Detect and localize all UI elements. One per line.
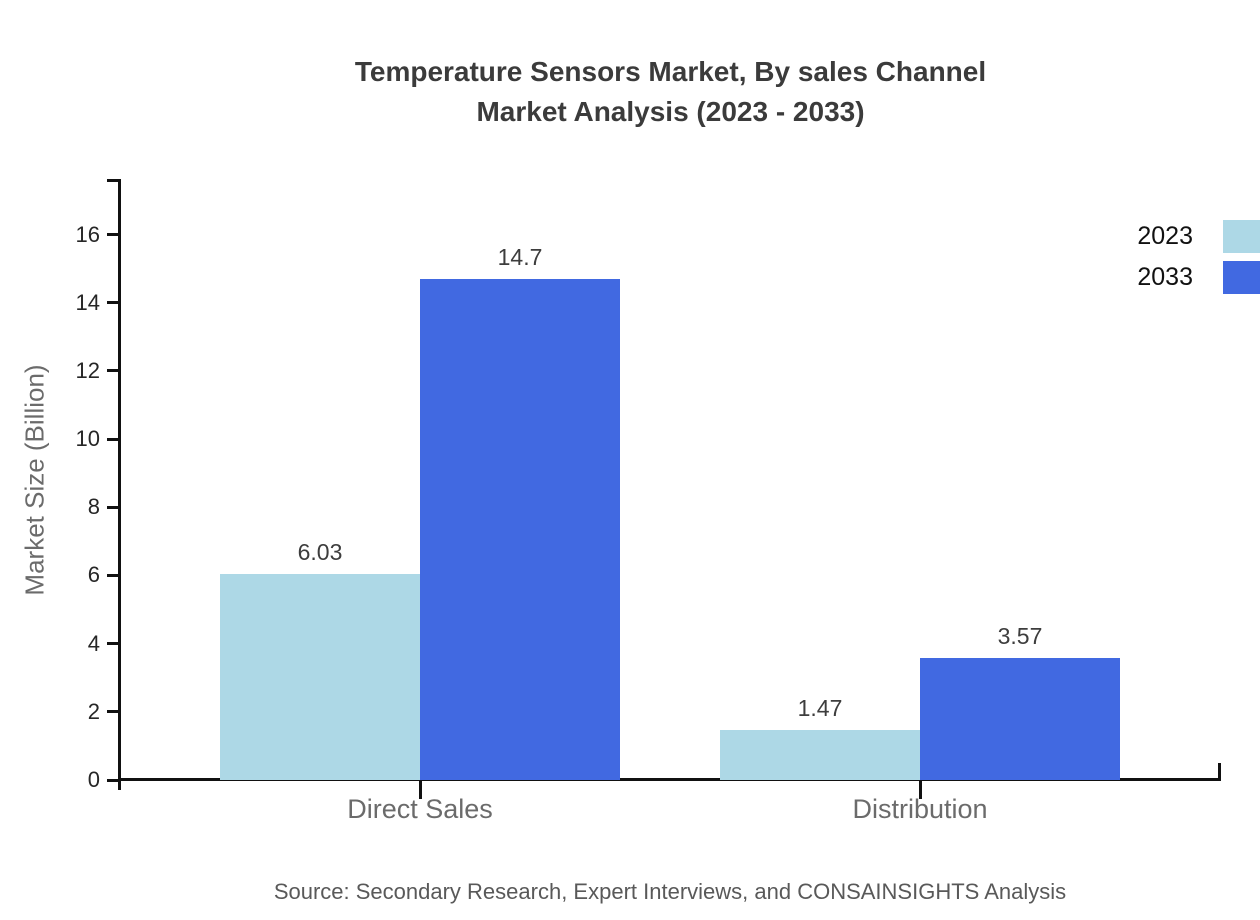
y-tick-label: 2: [87, 698, 100, 724]
y-axis-line: [118, 180, 121, 790]
y-tick-label: 12: [75, 357, 100, 383]
bar-value-label: 14.7: [497, 243, 543, 270]
bar-2023-direct-sales: [220, 574, 420, 780]
y-tick-mark: [107, 573, 121, 577]
chart-title-line2: Market Analysis (2023 - 2033): [476, 96, 865, 127]
source-text: Source: Secondary Research, Expert Inter…: [273, 879, 1067, 904]
y-tick-label: 6: [87, 562, 100, 588]
y-axis-end-tick: [107, 179, 121, 182]
bar-2023-distribution: [720, 729, 920, 780]
legend: 2023 2033: [1137, 220, 1260, 294]
legend-label-2023: 2023: [1137, 222, 1193, 250]
legend-swatch-2023: [1223, 220, 1260, 253]
legend-swatch-2033: [1223, 261, 1260, 294]
x-tick-mark: [918, 781, 922, 799]
legend-item-2023: 2023: [1137, 220, 1260, 253]
category-label-distribution: Distribution: [852, 794, 988, 824]
category-label-direct-sales: Direct Sales: [347, 794, 493, 824]
x-axis-line: [118, 778, 1221, 781]
y-tick-label: 4: [87, 630, 100, 656]
y-tick-label: 14: [75, 289, 100, 315]
bar-2033-distribution: [920, 658, 1120, 780]
y-tick-mark: [107, 505, 121, 509]
bar-2033-direct-sales: [420, 278, 620, 780]
y-tick-label: 8: [87, 494, 100, 520]
chart-title: Temperature Sensors Market, By sales Cha…: [120, 52, 1221, 132]
y-tick-mark: [107, 778, 121, 782]
y-tick-label: 16: [75, 221, 100, 247]
y-tick-mark: [107, 710, 121, 714]
bar-value-label: 3.57: [997, 623, 1043, 650]
y-tick-mark: [107, 642, 121, 646]
y-tick-mark: [107, 301, 121, 305]
y-tick-mark: [107, 233, 121, 237]
chart-title-line1: Temperature Sensors Market, By sales Cha…: [354, 56, 987, 87]
bar-value-label: 1.47: [797, 694, 843, 721]
y-tick-mark: [107, 437, 121, 441]
y-tick-label: 10: [75, 426, 100, 452]
legend-item-2033: 2033: [1137, 261, 1260, 294]
y-tick-label: 0: [87, 767, 100, 792]
x-tick-mark: [418, 781, 422, 799]
legend-label-2033: 2033: [1137, 263, 1193, 291]
x-axis-end-tick: [1218, 763, 1221, 781]
bar-value-label: 6.03: [297, 539, 343, 566]
y-tick-mark: [107, 369, 121, 373]
